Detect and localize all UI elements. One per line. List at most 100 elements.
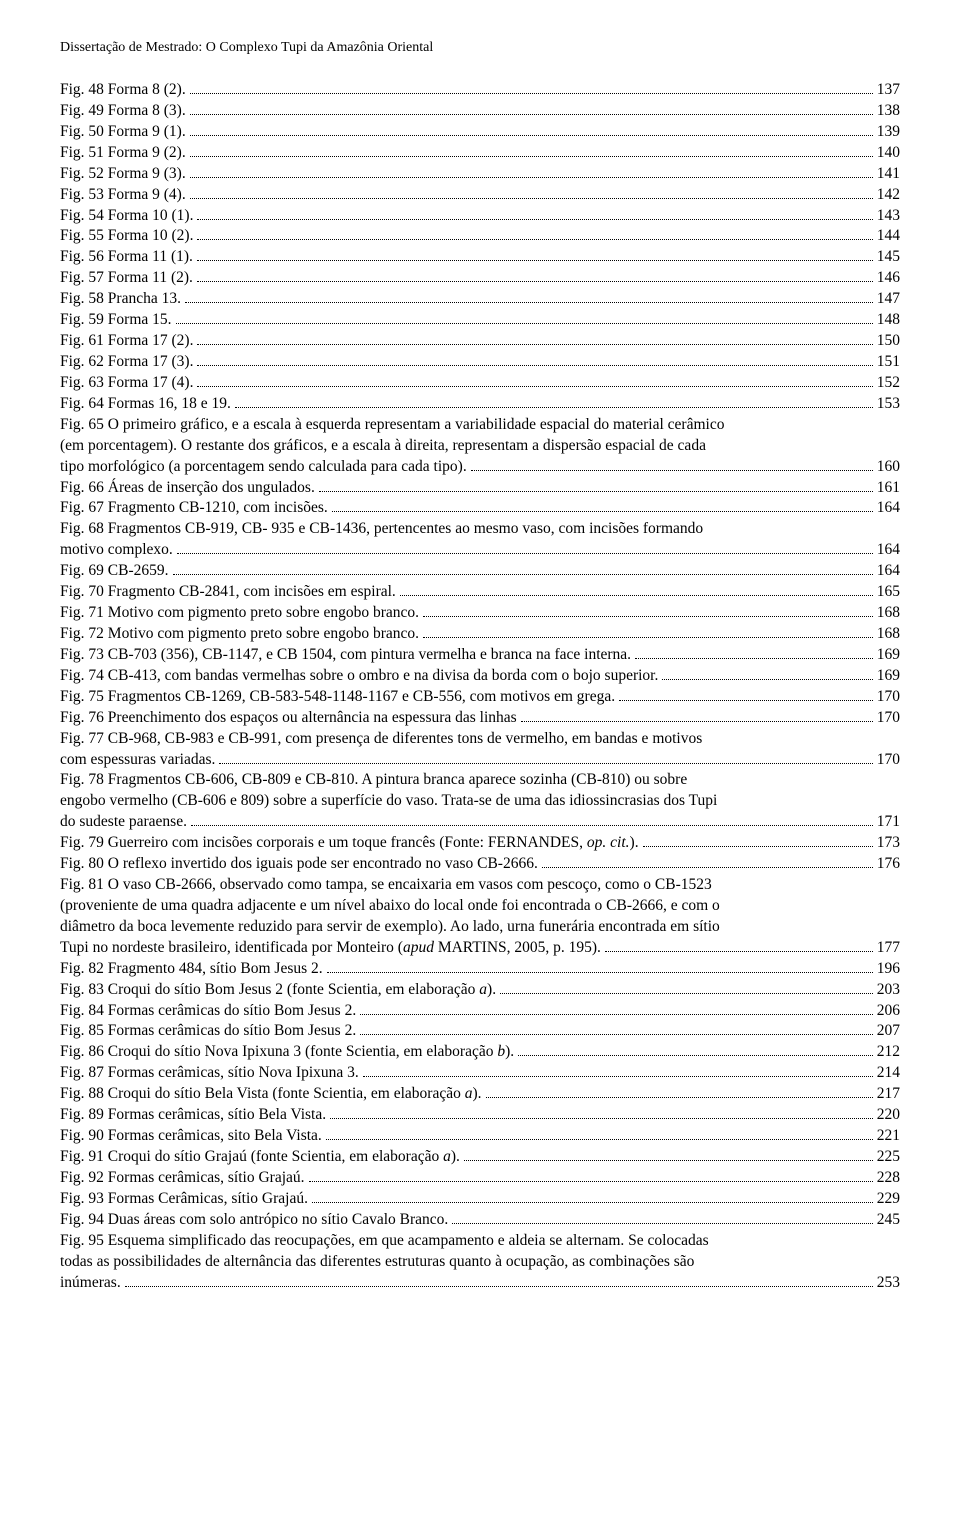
leader-dots — [423, 637, 873, 638]
figure-entry: Fig. 70 Fragmento CB-2841, com incisões … — [60, 582, 900, 603]
figure-entry-line: (em porcentagem). O restante dos gráfico… — [60, 436, 900, 457]
figure-entry-text: Fig. 72 Motivo com pigmento preto sobre … — [60, 624, 419, 645]
figure-entry-line: Fig. 65 O primeiro gráfico, e a escala à… — [60, 415, 900, 436]
figure-entry: Fig. 53 Forma 9 (4). 142 — [60, 185, 900, 206]
figure-entry-text: Fig. 90 Formas cerâmicas, sito Bela Vist… — [60, 1126, 322, 1147]
figure-entry: Fig. 63 Forma 17 (4). 152 — [60, 373, 900, 394]
page-number: 161 — [877, 478, 900, 499]
figure-entry-text: Fig. 94 Duas áreas com solo antrópico no… — [60, 1210, 448, 1231]
leader-dots — [400, 595, 873, 596]
figure-entry-line: engobo vermelho (CB-606 e 809) sobre a s… — [60, 791, 900, 812]
figure-entry-text: inúmeras. — [60, 1273, 121, 1294]
figure-entry-line: Fig. 81 O vaso CB-2666, observado como t… — [60, 875, 900, 896]
figure-entry-text: Fig. 53 Forma 9 (4). — [60, 185, 186, 206]
figure-entry-text: Fig. 62 Forma 17 (3). — [60, 352, 193, 373]
figure-entry: Fig. 66 Áreas de inserção dos ungulados.… — [60, 478, 900, 499]
page-number: 217 — [877, 1084, 900, 1105]
figure-entry-text: Fig. 69 CB-2659. — [60, 561, 169, 582]
figure-entry-text: Fig. 51 Forma 9 (2). — [60, 143, 186, 164]
figure-entry: do sudeste paraense. 171 — [60, 812, 900, 833]
leader-dots — [464, 1160, 873, 1161]
leader-dots — [326, 1139, 873, 1140]
page-number: 207 — [877, 1021, 900, 1042]
figure-entry-text: Fig. 50 Forma 9 (1). — [60, 122, 186, 143]
page-number: 214 — [877, 1063, 900, 1084]
figure-entry: Fig. 92 Formas cerâmicas, sítio Grajaú. … — [60, 1168, 900, 1189]
page-number: 153 — [877, 394, 900, 415]
page-number: 170 — [877, 750, 900, 771]
leader-dots — [191, 825, 873, 826]
figure-entry-text: Fig. 89 Formas cerâmicas, sítio Bela Vis… — [60, 1105, 326, 1126]
figure-entry: Fig. 90 Formas cerâmicas, sito Bela Vist… — [60, 1126, 900, 1147]
figure-entry-text: Fig. 61 Forma 17 (2). — [60, 331, 193, 352]
leader-dots — [197, 365, 872, 366]
figure-entry-line: Fig. 78 Fragmentos CB-606, CB-809 e CB-8… — [60, 770, 900, 791]
figure-entry: Fig. 61 Forma 17 (2). 150 — [60, 331, 900, 352]
page-number: 253 — [877, 1273, 900, 1294]
figure-entry: Tupi no nordeste brasileiro, identificad… — [60, 938, 900, 959]
leader-dots — [190, 93, 873, 94]
figure-entry: Fig. 93 Formas Cerâmicas, sítio Grajaú. … — [60, 1189, 900, 1210]
leader-dots — [197, 281, 873, 282]
leader-dots — [309, 1181, 873, 1182]
leader-dots — [500, 993, 873, 994]
page-number: 221 — [877, 1126, 900, 1147]
leader-dots — [185, 302, 873, 303]
page-number: 145 — [877, 247, 900, 268]
figure-entry: Fig. 72 Motivo com pigmento preto sobre … — [60, 624, 900, 645]
figure-entry: Fig. 76 Preenchimento dos espaços ou alt… — [60, 708, 900, 729]
leader-dots — [125, 1286, 873, 1287]
figure-entry: Fig. 79 Guerreiro com incisões corporais… — [60, 833, 900, 854]
page-number: 170 — [877, 708, 900, 729]
figure-entry: inúmeras. 253 — [60, 1273, 900, 1294]
leader-dots — [330, 1118, 873, 1119]
page-number: 220 — [877, 1105, 900, 1126]
figure-entry-text: Fig. 66 Áreas de inserção dos ungulados. — [60, 478, 315, 499]
leader-dots — [190, 156, 873, 157]
leader-dots — [360, 1034, 873, 1035]
page-number: 144 — [877, 226, 900, 247]
figure-entry-text: Fig. 80 O reflexo invertido dos iguais p… — [60, 854, 538, 875]
figure-entry-line: Fig. 68 Fragmentos CB-919, CB- 935 e CB-… — [60, 519, 900, 540]
figure-entry: tipo morfológico (a porcentagem sendo ca… — [60, 457, 900, 478]
figure-entry: Fig. 80 O reflexo invertido dos iguais p… — [60, 854, 900, 875]
leader-dots — [197, 386, 872, 387]
figure-entry: Fig. 71 Motivo com pigmento preto sobre … — [60, 603, 900, 624]
leader-dots — [190, 177, 873, 178]
figure-entry-text: Fig. 48 Forma 8 (2). — [60, 80, 186, 101]
page-number: 169 — [877, 645, 900, 666]
figure-entry-text: do sudeste paraense. — [60, 812, 187, 833]
figure-entry-text: Fig. 92 Formas cerâmicas, sítio Grajaú. — [60, 1168, 305, 1189]
page-number: 150 — [877, 331, 900, 352]
figure-entry-line: Fig. 77 CB-968, CB-983 e CB-991, com pre… — [60, 729, 900, 750]
page-number: 170 — [877, 687, 900, 708]
leader-dots — [197, 219, 872, 220]
figure-entry-text: Fig. 56 Forma 11 (1). — [60, 247, 193, 268]
figure-entry: Fig. 67 Fragmento CB-1210, com incisões.… — [60, 498, 900, 519]
leader-dots — [197, 344, 872, 345]
figure-entry: Fig. 75 Fragmentos CB-1269, CB-583-548-1… — [60, 687, 900, 708]
page-number: 140 — [877, 143, 900, 164]
leader-dots — [452, 1223, 872, 1224]
figure-entry-text: Fig. 84 Formas cerâmicas do sítio Bom Je… — [60, 1001, 356, 1022]
page-number: 164 — [877, 540, 900, 561]
figure-entry-text: Fig. 76 Preenchimento dos espaços ou alt… — [60, 708, 517, 729]
page-number: 228 — [877, 1168, 900, 1189]
figure-entry-line: Fig. 95 Esquema simplificado das reocupa… — [60, 1231, 900, 1252]
figure-list: Fig. 48 Forma 8 (2). 137Fig. 49 Forma 8 … — [60, 80, 900, 1293]
figure-entry: Fig. 51 Forma 9 (2). 140 — [60, 143, 900, 164]
figure-entry-line: diâmetro da boca levemente reduzido para… — [60, 917, 900, 938]
leader-dots — [312, 1202, 873, 1203]
figure-entry-text: Fig. 71 Motivo com pigmento preto sobre … — [60, 603, 419, 624]
figure-entry: Fig. 54 Forma 10 (1). 143 — [60, 206, 900, 227]
figure-entry-text: Fig. 93 Formas Cerâmicas, sítio Grajaú. — [60, 1189, 308, 1210]
figure-entry-line: todas as possibilidades de alternância d… — [60, 1252, 900, 1273]
figure-entry: Fig. 69 CB-2659. 164 — [60, 561, 900, 582]
figure-entry: Fig. 82 Fragmento 484, sítio Bom Jesus 2… — [60, 959, 900, 980]
figure-entry: Fig. 84 Formas cerâmicas do sítio Bom Je… — [60, 1001, 900, 1022]
leader-dots — [662, 679, 872, 680]
leader-dots — [177, 553, 873, 554]
figure-entry: Fig. 58 Prancha 13. 147 — [60, 289, 900, 310]
leader-dots — [605, 951, 873, 952]
figure-entry-text: tipo morfológico (a porcentagem sendo ca… — [60, 457, 467, 478]
